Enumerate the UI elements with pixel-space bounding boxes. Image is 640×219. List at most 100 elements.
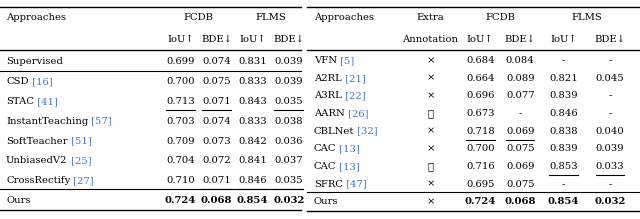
Text: 0.841: 0.841 bbox=[238, 156, 267, 165]
Text: 0.839: 0.839 bbox=[549, 144, 578, 154]
Text: A2RL: A2RL bbox=[314, 74, 342, 83]
Text: FLMS: FLMS bbox=[572, 13, 602, 22]
Text: 0.069: 0.069 bbox=[506, 127, 534, 136]
Text: 0.710: 0.710 bbox=[166, 176, 195, 185]
Text: 0.664: 0.664 bbox=[466, 74, 495, 83]
Text: BDE↓: BDE↓ bbox=[273, 35, 304, 44]
Text: 0.084: 0.084 bbox=[506, 56, 534, 65]
Text: 0.037: 0.037 bbox=[275, 156, 303, 165]
Text: ×: × bbox=[426, 197, 435, 206]
Text: 0.843: 0.843 bbox=[238, 97, 267, 106]
Text: 0.696: 0.696 bbox=[466, 92, 495, 101]
Text: ×: × bbox=[426, 127, 435, 136]
Text: 0.821: 0.821 bbox=[549, 74, 578, 83]
Text: 0.718: 0.718 bbox=[466, 127, 495, 136]
Text: CrossRectify: CrossRectify bbox=[6, 176, 70, 185]
Text: 0.704: 0.704 bbox=[166, 156, 195, 165]
Text: 0.071: 0.071 bbox=[202, 97, 231, 106]
Text: CSD: CSD bbox=[6, 77, 29, 86]
Text: -: - bbox=[609, 180, 612, 189]
Text: 0.075: 0.075 bbox=[202, 77, 231, 86]
Text: [21]: [21] bbox=[342, 74, 365, 83]
Text: [26]: [26] bbox=[344, 109, 368, 118]
Text: 0.035: 0.035 bbox=[275, 97, 303, 106]
Text: 0.724: 0.724 bbox=[165, 196, 196, 205]
Text: InstantTeaching: InstantTeaching bbox=[6, 117, 88, 126]
Text: 0.039: 0.039 bbox=[275, 77, 303, 86]
Text: ×: × bbox=[426, 56, 435, 65]
Text: CAC: CAC bbox=[314, 144, 337, 154]
Text: 0.842: 0.842 bbox=[238, 136, 267, 145]
Text: [5]: [5] bbox=[337, 56, 354, 65]
Text: [13]: [13] bbox=[337, 162, 360, 171]
Text: 0.709: 0.709 bbox=[166, 136, 195, 145]
Text: Supervised: Supervised bbox=[6, 57, 63, 66]
Text: VFN: VFN bbox=[314, 56, 337, 65]
Text: 0.724: 0.724 bbox=[465, 197, 496, 206]
Text: Ours: Ours bbox=[314, 197, 339, 206]
Text: IoU↑: IoU↑ bbox=[167, 35, 194, 44]
Text: 0.700: 0.700 bbox=[466, 144, 495, 154]
Text: [27]: [27] bbox=[70, 176, 94, 185]
Text: 0.035: 0.035 bbox=[275, 176, 303, 185]
Text: 0.072: 0.072 bbox=[202, 156, 231, 165]
Text: AARN: AARN bbox=[314, 109, 344, 118]
Text: -: - bbox=[518, 109, 522, 118]
Text: ×: × bbox=[426, 144, 435, 154]
Text: 0.068: 0.068 bbox=[504, 197, 536, 206]
Text: FCDB: FCDB bbox=[184, 13, 214, 22]
Text: IoU↑: IoU↑ bbox=[550, 35, 577, 44]
Text: ✓: ✓ bbox=[428, 109, 433, 118]
Text: -: - bbox=[609, 92, 612, 101]
Text: 0.036: 0.036 bbox=[275, 136, 303, 145]
Text: [16]: [16] bbox=[29, 77, 52, 86]
Text: Extra: Extra bbox=[417, 13, 444, 22]
Text: [47]: [47] bbox=[343, 180, 367, 189]
Text: 0.673: 0.673 bbox=[466, 109, 495, 118]
Text: 0.039: 0.039 bbox=[275, 57, 303, 66]
Text: 0.713: 0.713 bbox=[166, 97, 195, 106]
Text: -: - bbox=[562, 56, 565, 65]
Text: 0.699: 0.699 bbox=[166, 57, 195, 66]
Text: 0.039: 0.039 bbox=[596, 144, 625, 154]
Text: Annotation: Annotation bbox=[403, 35, 458, 44]
Text: 0.833: 0.833 bbox=[238, 77, 267, 86]
Text: CAC: CAC bbox=[314, 162, 337, 171]
Text: 0.831: 0.831 bbox=[238, 57, 267, 66]
Text: IoU↑: IoU↑ bbox=[239, 35, 266, 44]
Text: 0.075: 0.075 bbox=[506, 180, 534, 189]
Text: [32]: [32] bbox=[354, 127, 378, 136]
Text: A3RL: A3RL bbox=[314, 92, 342, 101]
Text: UnbiasedV2: UnbiasedV2 bbox=[6, 156, 67, 165]
Text: 0.068: 0.068 bbox=[201, 196, 232, 205]
Text: 0.071: 0.071 bbox=[202, 176, 231, 185]
Text: [51]: [51] bbox=[68, 136, 92, 145]
Text: 0.838: 0.838 bbox=[549, 127, 578, 136]
Text: BDE↓: BDE↓ bbox=[595, 35, 625, 44]
Text: CBLNet: CBLNet bbox=[314, 127, 354, 136]
Text: ×: × bbox=[426, 92, 435, 101]
Text: 0.846: 0.846 bbox=[238, 176, 267, 185]
Text: 0.040: 0.040 bbox=[596, 127, 625, 136]
Text: 0.073: 0.073 bbox=[202, 136, 231, 145]
Text: 0.854: 0.854 bbox=[237, 196, 268, 205]
Text: 0.695: 0.695 bbox=[466, 180, 495, 189]
Text: Approaches: Approaches bbox=[314, 13, 374, 22]
Text: BDE↓: BDE↓ bbox=[201, 35, 232, 44]
Text: 0.069: 0.069 bbox=[506, 162, 534, 171]
Text: 0.846: 0.846 bbox=[549, 109, 578, 118]
Text: -: - bbox=[562, 180, 565, 189]
Text: 0.833: 0.833 bbox=[238, 117, 267, 126]
Text: [41]: [41] bbox=[34, 97, 58, 106]
Text: ✓: ✓ bbox=[428, 162, 433, 171]
Text: 0.700: 0.700 bbox=[166, 77, 195, 86]
Text: IoU↑: IoU↑ bbox=[467, 35, 493, 44]
Text: [13]: [13] bbox=[337, 144, 360, 154]
Text: ×: × bbox=[426, 180, 435, 189]
Text: SFRC: SFRC bbox=[314, 180, 343, 189]
Text: 0.075: 0.075 bbox=[506, 144, 534, 154]
Text: -: - bbox=[609, 56, 612, 65]
Text: BDE↓: BDE↓ bbox=[505, 35, 536, 44]
Text: 0.716: 0.716 bbox=[466, 162, 495, 171]
Text: 0.839: 0.839 bbox=[549, 92, 578, 101]
